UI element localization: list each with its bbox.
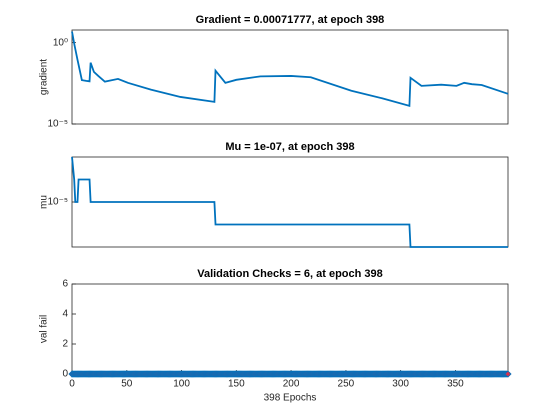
x-axis-label: 398 Epochs — [264, 393, 317, 404]
x-tick-label: 0 — [69, 379, 75, 390]
line — [71, 156, 508, 248]
axes-box — [71, 29, 509, 125]
y-tick-label: 10⁻⁵ — [47, 119, 68, 130]
y-axis-label: mu — [39, 195, 50, 209]
y-tick-label: 6 — [62, 279, 68, 290]
axes-box — [71, 283, 509, 375]
line — [71, 31, 509, 108]
axes-title: Validation Checks = 6, at epoch 398 — [197, 268, 383, 280]
y-axis-label: gradient — [39, 59, 50, 95]
y-tick-label: 2 — [62, 339, 68, 350]
y-tick-label: 4 — [62, 309, 68, 320]
axes-title: Gradient = 0.00071777, at epoch 398 — [196, 14, 385, 26]
x-tick-label: 350 — [447, 379, 464, 390]
y-axis-label: val fail — [39, 315, 50, 343]
x-tick-label: 50 — [121, 379, 133, 390]
x-tick-label: 200 — [283, 379, 300, 390]
x-tick-label: 300 — [392, 379, 409, 390]
y-tick-label: 10⁻⁵ — [47, 197, 68, 208]
y-tick-label: 10⁰ — [53, 37, 68, 48]
marker — [504, 370, 512, 378]
axes-title: Mu = 1e-07, at epoch 398 — [225, 141, 354, 153]
x-tick-label: 100 — [173, 379, 190, 390]
y-tick-label: 0 — [62, 369, 68, 380]
x-tick-label: 250 — [338, 379, 355, 390]
x-tick-label: 150 — [228, 379, 245, 390]
